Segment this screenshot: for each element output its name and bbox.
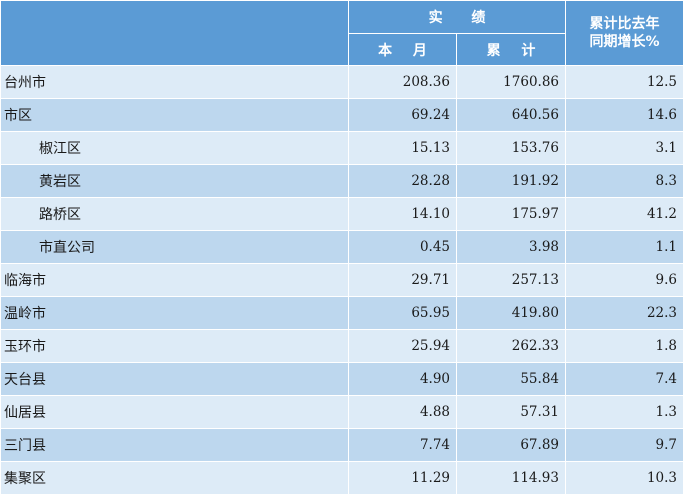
row-growth-value: 1.8 bbox=[565, 329, 683, 363]
row-cumulative-value: 67.89 bbox=[456, 428, 566, 462]
row-growth-value: 22.3 bbox=[565, 296, 683, 330]
row-growth-value: 9.6 bbox=[565, 263, 683, 297]
row-growth-value: 1.1 bbox=[565, 230, 683, 264]
row-month-value: 0.45 bbox=[348, 230, 457, 264]
table-row: 台州市 208.36 1760.86 12.5 bbox=[0, 65, 683, 99]
table-row: 仙居县 4.88 57.31 1.3 bbox=[0, 395, 683, 429]
row-name: 临海市 bbox=[0, 263, 349, 297]
row-name: 集聚区 bbox=[0, 461, 349, 495]
row-name: 路桥区 bbox=[0, 197, 349, 231]
table-row: 黄岩区 28.28 191.92 8.3 bbox=[0, 164, 683, 198]
row-growth-value: 1.3 bbox=[565, 395, 683, 429]
row-name: 三门县 bbox=[0, 428, 349, 462]
row-name: 玉环市 bbox=[0, 329, 349, 363]
header-growth-line1: 累计比去年 bbox=[589, 16, 660, 32]
table-body: 台州市 208.36 1760.86 12.5 市区 69.24 640.56 14.6 椒江区… bbox=[0, 65, 683, 495]
table-row: 玉环市 25.94 262.33 1.8 bbox=[0, 329, 683, 363]
row-month-value: 208.36 bbox=[348, 65, 457, 99]
row-name: 天台县 bbox=[0, 362, 349, 396]
row-month-value: 65.95 bbox=[348, 296, 457, 330]
row-cumulative-value: 153.76 bbox=[456, 131, 566, 165]
row-month-value: 28.28 bbox=[348, 164, 457, 198]
header-actual: 实 绩 bbox=[348, 0, 566, 34]
row-month-value: 14.10 bbox=[348, 197, 457, 231]
row-growth-value: 41.2 bbox=[565, 197, 683, 231]
row-growth-value: 10.3 bbox=[565, 461, 683, 495]
row-month-value: 29.71 bbox=[348, 263, 457, 297]
table-row: 路桥区 14.10 175.97 41.2 bbox=[0, 197, 683, 231]
row-name: 仙居县 bbox=[0, 395, 349, 429]
row-name: 台州市 bbox=[0, 65, 349, 99]
header-growth-line2: 同期增长% bbox=[589, 34, 660, 50]
row-cumulative-value: 3.98 bbox=[456, 230, 566, 264]
header-region-cell bbox=[0, 0, 349, 66]
row-month-value: 7.74 bbox=[348, 428, 457, 462]
table-header: 实 绩 累计比去年 同期增长% 本 月 累 计 bbox=[0, 0, 683, 66]
row-growth-value: 3.1 bbox=[565, 131, 683, 165]
row-cumulative-value: 57.31 bbox=[456, 395, 566, 429]
row-growth-value: 8.3 bbox=[565, 164, 683, 198]
row-growth-value: 12.5 bbox=[565, 65, 683, 99]
table-row: 天台县 4.90 55.84 7.4 bbox=[0, 362, 683, 396]
header-growth: 累计比去年 同期增长% bbox=[565, 0, 683, 66]
row-name: 椒江区 bbox=[0, 131, 349, 165]
row-cumulative-value: 1760.86 bbox=[456, 65, 566, 99]
row-name: 市区 bbox=[0, 98, 349, 132]
table-row: 临海市 29.71 257.13 9.6 bbox=[0, 263, 683, 297]
row-cumulative-value: 257.13 bbox=[456, 263, 566, 297]
header-cumulative: 累 计 bbox=[456, 33, 566, 66]
table-row: 市区 69.24 640.56 14.6 bbox=[0, 98, 683, 132]
row-growth-value: 9.7 bbox=[565, 428, 683, 462]
row-name: 黄岩区 bbox=[0, 164, 349, 198]
table-row: 市直公司 0.45 3.98 1.1 bbox=[0, 230, 683, 264]
row-cumulative-value: 114.93 bbox=[456, 461, 566, 495]
row-month-value: 11.29 bbox=[348, 461, 457, 495]
row-growth-value: 7.4 bbox=[565, 362, 683, 396]
table-row: 温岭市 65.95 419.80 22.3 bbox=[0, 296, 683, 330]
row-month-value: 25.94 bbox=[348, 329, 457, 363]
row-cumulative-value: 175.97 bbox=[456, 197, 566, 231]
row-name: 温岭市 bbox=[0, 296, 349, 330]
row-cumulative-value: 640.56 bbox=[456, 98, 566, 132]
header-month: 本 月 bbox=[348, 33, 457, 66]
row-month-value: 4.88 bbox=[348, 395, 457, 429]
row-cumulative-value: 262.33 bbox=[456, 329, 566, 363]
table-row: 三门县 7.74 67.89 9.7 bbox=[0, 428, 683, 462]
row-cumulative-value: 55.84 bbox=[456, 362, 566, 396]
table-row: 集聚区 11.29 114.93 10.3 bbox=[0, 461, 683, 495]
row-growth-value: 14.6 bbox=[565, 98, 683, 132]
row-month-value: 69.24 bbox=[348, 98, 457, 132]
row-cumulative-value: 191.92 bbox=[456, 164, 566, 198]
row-month-value: 4.90 bbox=[348, 362, 457, 396]
row-cumulative-value: 419.80 bbox=[456, 296, 566, 330]
row-name: 市直公司 bbox=[0, 230, 349, 264]
table-row: 椒江区 15.13 153.76 3.1 bbox=[0, 131, 683, 165]
row-month-value: 15.13 bbox=[348, 131, 457, 165]
